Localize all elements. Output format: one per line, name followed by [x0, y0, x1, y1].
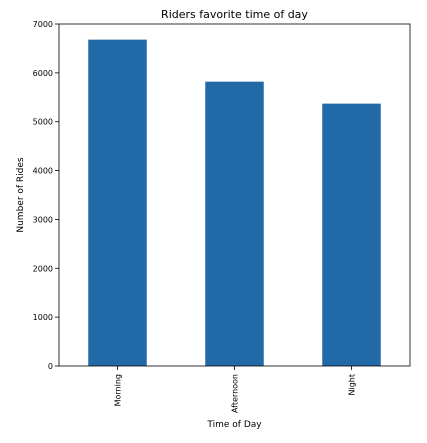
y-tick-label: 2000	[33, 264, 53, 273]
bar-night	[322, 103, 381, 366]
y-tick-label: 7000	[33, 20, 53, 29]
x-tick-label: Night	[348, 374, 357, 396]
bar-afternoon	[205, 81, 264, 366]
x-tick-label: Afternoon	[231, 374, 240, 413]
x-axis: Morning Afternoon Night	[114, 366, 357, 413]
y-tick-label: 6000	[33, 69, 53, 78]
y-tick-label: 4000	[33, 167, 53, 176]
chart-title: Riders favorite time of day	[161, 8, 308, 21]
y-axis-label: Number of Rides	[16, 157, 26, 233]
bar-morning	[88, 39, 147, 367]
y-tick-label: 5000	[33, 118, 53, 127]
x-axis-label: Time of Day	[206, 420, 262, 430]
y-axis: 0 1000 2000 3000 4000 5000 6000 7000	[33, 20, 59, 371]
x-tick-label: Morning	[114, 374, 123, 406]
y-tick-label: 3000	[33, 215, 53, 224]
bars-group	[88, 39, 381, 367]
y-tick-label: 1000	[33, 313, 53, 322]
plot-frame	[58, 23, 411, 367]
y-tick-label: 0	[48, 362, 53, 371]
